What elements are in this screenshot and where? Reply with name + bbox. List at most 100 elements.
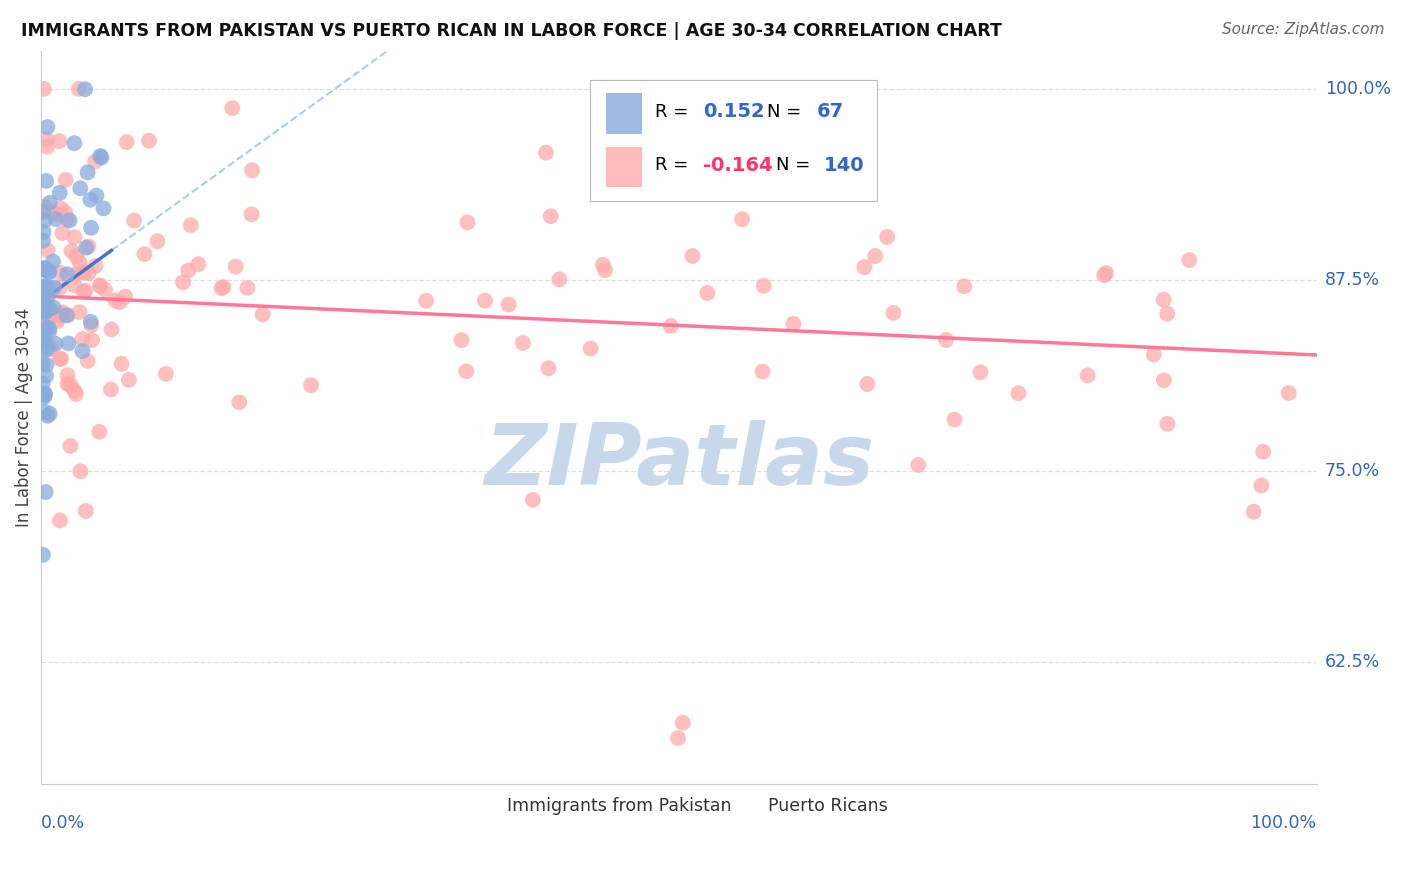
Point	[38, 324, 60, 338]
Point	[35, 358, 58, 372]
Point	[32, 331, 55, 345]
Point	[1243, 505, 1265, 519]
Point	[75, 241, 97, 255]
Point	[118, 373, 141, 387]
Point	[32, 82, 55, 96]
Point	[65, 268, 87, 282]
FancyBboxPatch shape	[606, 147, 643, 187]
Point	[56, 376, 79, 391]
Point	[63, 278, 86, 293]
FancyBboxPatch shape	[475, 795, 501, 817]
Point	[37, 139, 59, 153]
Point	[1153, 373, 1175, 387]
Point	[89, 279, 111, 293]
Text: 100.0%: 100.0%	[1324, 80, 1391, 98]
Point	[221, 101, 243, 115]
Point	[31, 332, 53, 346]
Point	[76, 165, 98, 179]
Point	[59, 439, 82, 453]
Point	[415, 293, 437, 308]
Point	[84, 259, 107, 273]
Point	[41, 206, 63, 220]
Point	[34, 213, 56, 227]
Point	[751, 364, 773, 378]
Point	[37, 120, 59, 134]
Point	[69, 305, 91, 319]
Point	[39, 342, 62, 356]
Point	[51, 309, 73, 323]
Point	[39, 306, 62, 320]
Point	[89, 425, 111, 439]
Point	[37, 280, 59, 294]
Point	[593, 263, 616, 277]
Point	[797, 157, 820, 171]
Point	[63, 384, 86, 398]
Text: 0.0%: 0.0%	[41, 814, 86, 832]
Point	[41, 306, 63, 320]
Point	[853, 260, 876, 274]
Point	[228, 395, 250, 409]
Point	[94, 283, 117, 297]
Point	[51, 226, 73, 240]
Point	[32, 280, 55, 294]
Point	[44, 280, 66, 294]
Point	[48, 134, 70, 148]
Point	[299, 378, 322, 392]
Point	[45, 212, 67, 227]
Point	[146, 234, 169, 248]
Point	[114, 290, 136, 304]
Point	[56, 212, 79, 227]
Point	[56, 267, 79, 281]
Text: 0.152: 0.152	[703, 103, 765, 121]
Point	[953, 279, 976, 293]
Point	[882, 306, 904, 320]
Point	[49, 266, 72, 280]
Point	[76, 354, 98, 368]
Point	[38, 264, 60, 278]
Point	[187, 257, 209, 271]
Point	[666, 731, 689, 745]
Point	[32, 205, 55, 219]
Point	[80, 220, 103, 235]
Point	[37, 300, 59, 314]
Point	[38, 407, 60, 421]
Point	[172, 275, 194, 289]
Point	[252, 308, 274, 322]
Point	[89, 149, 111, 163]
Point	[37, 290, 59, 304]
Point	[69, 464, 91, 478]
Point	[38, 313, 60, 327]
Point	[512, 335, 534, 350]
Point	[31, 357, 53, 371]
Point	[73, 284, 96, 298]
Point	[943, 412, 966, 426]
Point	[225, 260, 247, 274]
Point	[856, 376, 879, 391]
Text: 67: 67	[817, 103, 844, 121]
Point	[474, 293, 496, 308]
Point	[38, 265, 60, 279]
Text: N =: N =	[766, 103, 807, 120]
Point	[69, 255, 91, 269]
Point	[80, 333, 103, 347]
Point	[34, 261, 56, 276]
Point	[34, 202, 56, 216]
Point	[49, 513, 72, 527]
Point	[240, 163, 263, 178]
Point	[58, 213, 80, 227]
Point	[37, 244, 59, 258]
Point	[52, 305, 75, 319]
Point	[70, 265, 93, 279]
Text: R =: R =	[655, 156, 693, 174]
Point	[63, 136, 86, 151]
Point	[155, 367, 177, 381]
Point	[104, 293, 127, 308]
Point	[456, 215, 478, 229]
Text: 100.0%: 100.0%	[1250, 814, 1316, 832]
Point	[134, 247, 156, 261]
Point	[34, 343, 56, 357]
Text: Puerto Ricans: Puerto Ricans	[768, 797, 889, 814]
FancyBboxPatch shape	[589, 80, 876, 201]
Point	[55, 309, 77, 323]
Point	[522, 492, 544, 507]
